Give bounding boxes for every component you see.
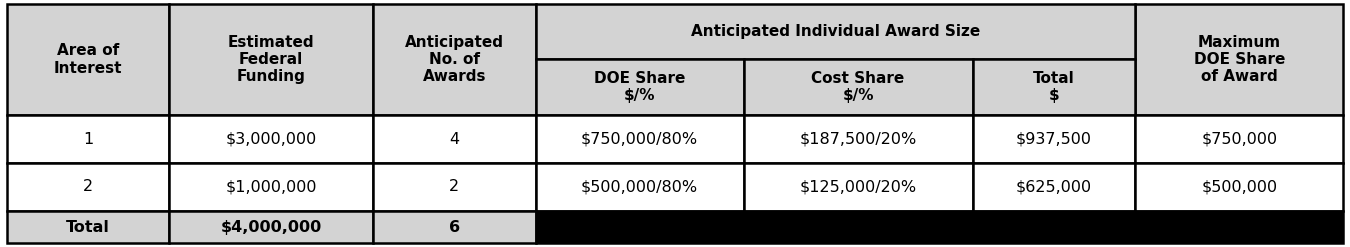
Text: 6: 6 — [448, 220, 460, 235]
Bar — [170, 211, 373, 243]
Text: Anticipated
No. of
Awards: Anticipated No. of Awards — [405, 35, 504, 84]
Text: 2: 2 — [84, 180, 93, 194]
Text: Anticipated Individual Award Size: Anticipated Individual Award Size — [691, 24, 980, 39]
Text: $125,000/20%: $125,000/20% — [799, 180, 917, 194]
Text: Estimated
Federal
Funding: Estimated Federal Funding — [228, 35, 315, 84]
Text: DOE Share
$/%: DOE Share $/% — [594, 71, 686, 103]
Text: $3,000,000: $3,000,000 — [225, 132, 317, 146]
Text: $750,000: $750,000 — [1202, 132, 1277, 146]
Bar — [536, 60, 744, 115]
Text: $500,000/80%: $500,000/80% — [580, 180, 698, 194]
Bar — [744, 163, 972, 211]
Text: Maximum
DOE Share
of Award: Maximum DOE Share of Award — [1193, 35, 1285, 84]
Text: Total: Total — [66, 220, 111, 235]
Bar — [972, 60, 1135, 115]
Text: Total
$: Total $ — [1033, 71, 1075, 103]
Bar — [373, 163, 536, 211]
Bar — [972, 163, 1135, 211]
Bar — [170, 4, 373, 115]
Bar — [536, 4, 1135, 60]
Bar — [536, 163, 744, 211]
Bar — [7, 4, 170, 115]
Bar — [744, 115, 972, 163]
Bar — [373, 211, 536, 243]
Text: $187,500/20%: $187,500/20% — [799, 132, 917, 146]
Bar — [170, 115, 373, 163]
Bar — [744, 60, 972, 115]
Bar — [1135, 4, 1343, 115]
Text: Cost Share
$/%: Cost Share $/% — [811, 71, 905, 103]
Bar — [536, 115, 744, 163]
Bar — [7, 211, 170, 243]
Text: Area of
Interest: Area of Interest — [54, 43, 123, 76]
Bar — [373, 4, 536, 115]
Bar — [170, 163, 373, 211]
Bar — [536, 211, 1343, 243]
Text: $937,500: $937,500 — [1017, 132, 1092, 146]
Text: $500,000: $500,000 — [1202, 180, 1277, 194]
Text: $625,000: $625,000 — [1017, 180, 1092, 194]
Text: 4: 4 — [450, 132, 459, 146]
Bar — [7, 115, 170, 163]
Text: 1: 1 — [82, 132, 93, 146]
Text: $750,000/80%: $750,000/80% — [580, 132, 698, 146]
Bar — [373, 115, 536, 163]
Bar — [1135, 115, 1343, 163]
Bar — [1135, 163, 1343, 211]
Bar — [7, 163, 170, 211]
Text: $4,000,000: $4,000,000 — [220, 220, 321, 235]
Text: 2: 2 — [450, 180, 459, 194]
Bar — [972, 115, 1135, 163]
Text: $1,000,000: $1,000,000 — [225, 180, 317, 194]
